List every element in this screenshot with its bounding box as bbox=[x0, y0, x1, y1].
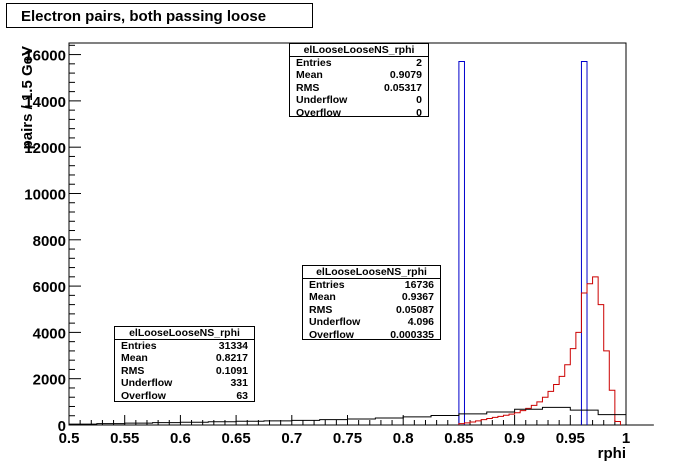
x-tick-label: 0.9 bbox=[504, 430, 525, 447]
page-title: Electron pairs, both passing loose bbox=[21, 8, 267, 25]
x-tick-label: 0.95 bbox=[556, 430, 585, 447]
title-box: Electron pairs, both passing loose bbox=[6, 3, 313, 28]
stats-box-black: elLooseLooseNS_rphi Entries 31334 Mean 0.8… bbox=[114, 326, 255, 402]
stats-row: Mean 0.9079 bbox=[296, 69, 422, 82]
y-tick-label: 16000 bbox=[24, 48, 66, 65]
y-tick-label: 6000 bbox=[33, 279, 66, 296]
y-tick-label: 2000 bbox=[33, 372, 66, 389]
x-axis-label: rphi bbox=[598, 445, 626, 462]
stats-row: Overflow 0 bbox=[296, 106, 422, 119]
x-tick-label: 0.6 bbox=[170, 430, 191, 447]
stats-row: Underflow 331 bbox=[121, 377, 248, 390]
stats-row: Entries 2 bbox=[296, 57, 422, 69]
x-tick-labels: 0.5 0.55 0.6 0.65 0.7 0.75 0.8 0.85 0.9 0.95 1 bbox=[59, 430, 631, 447]
stats-row: Entries 16736 bbox=[309, 279, 434, 291]
x-tick-label: 0.65 bbox=[221, 430, 250, 447]
stats-box-red: elLooseLooseNS_rphi Entries 16736 Mean 0.9… bbox=[302, 265, 441, 341]
y-tick-label: 8000 bbox=[33, 233, 66, 250]
y-tick-label: 14000 bbox=[24, 94, 66, 111]
x-tick-label: 0.7 bbox=[281, 430, 302, 447]
y-tick-labels: 0 2000 4000 6000 8000 10000 12000 14000 16000 bbox=[24, 48, 66, 435]
stats-row: Underflow 0 bbox=[296, 94, 422, 107]
y-axis-label: pairs / 1.5 GeV bbox=[19, 46, 36, 149]
stats-row: Overflow 0.000335 bbox=[309, 328, 434, 341]
y-tick-label: 12000 bbox=[24, 140, 66, 157]
stats-title: elLooseLooseNS_rphi bbox=[303, 266, 440, 279]
y-tick-label: 10000 bbox=[24, 186, 66, 203]
stats-title: elLooseLooseNS_rphi bbox=[115, 327, 254, 340]
stats-row: RMS 0.05317 bbox=[296, 81, 422, 94]
x-tick-label: 1 bbox=[622, 430, 630, 447]
x-tick-label: 0.75 bbox=[333, 430, 362, 447]
x-tick-label: 0.8 bbox=[393, 430, 414, 447]
stats-row: Underflow 4.096 bbox=[309, 316, 434, 329]
x-tick-label: 0.5 bbox=[59, 430, 80, 447]
stats-row: Overflow 63 bbox=[121, 389, 248, 402]
histogram-series-1 bbox=[458, 276, 621, 425]
x-tick-label: 0.85 bbox=[444, 430, 473, 447]
histogram-series-2 bbox=[68, 406, 654, 426]
stats-box-blue: elLooseLooseNS_rphi Entries 2 Mean 0.9079 … bbox=[289, 43, 429, 119]
stats-row: RMS 0.1091 bbox=[121, 364, 248, 377]
stats-row: Entries 31334 bbox=[121, 340, 248, 352]
histogram-spike bbox=[580, 61, 588, 425]
stats-row: Mean 0.8217 bbox=[121, 352, 248, 365]
histogram-spike bbox=[458, 61, 465, 425]
histogram-series bbox=[68, 61, 654, 426]
y-tick-label: 0 bbox=[58, 418, 66, 435]
stats-row: Mean 0.9367 bbox=[309, 291, 434, 304]
stats-title: elLooseLooseNS_rphi bbox=[290, 44, 428, 57]
x-tick-label: 0.55 bbox=[110, 430, 139, 447]
stats-row: RMS 0.05087 bbox=[309, 303, 434, 316]
y-tick-label: 4000 bbox=[33, 325, 66, 342]
